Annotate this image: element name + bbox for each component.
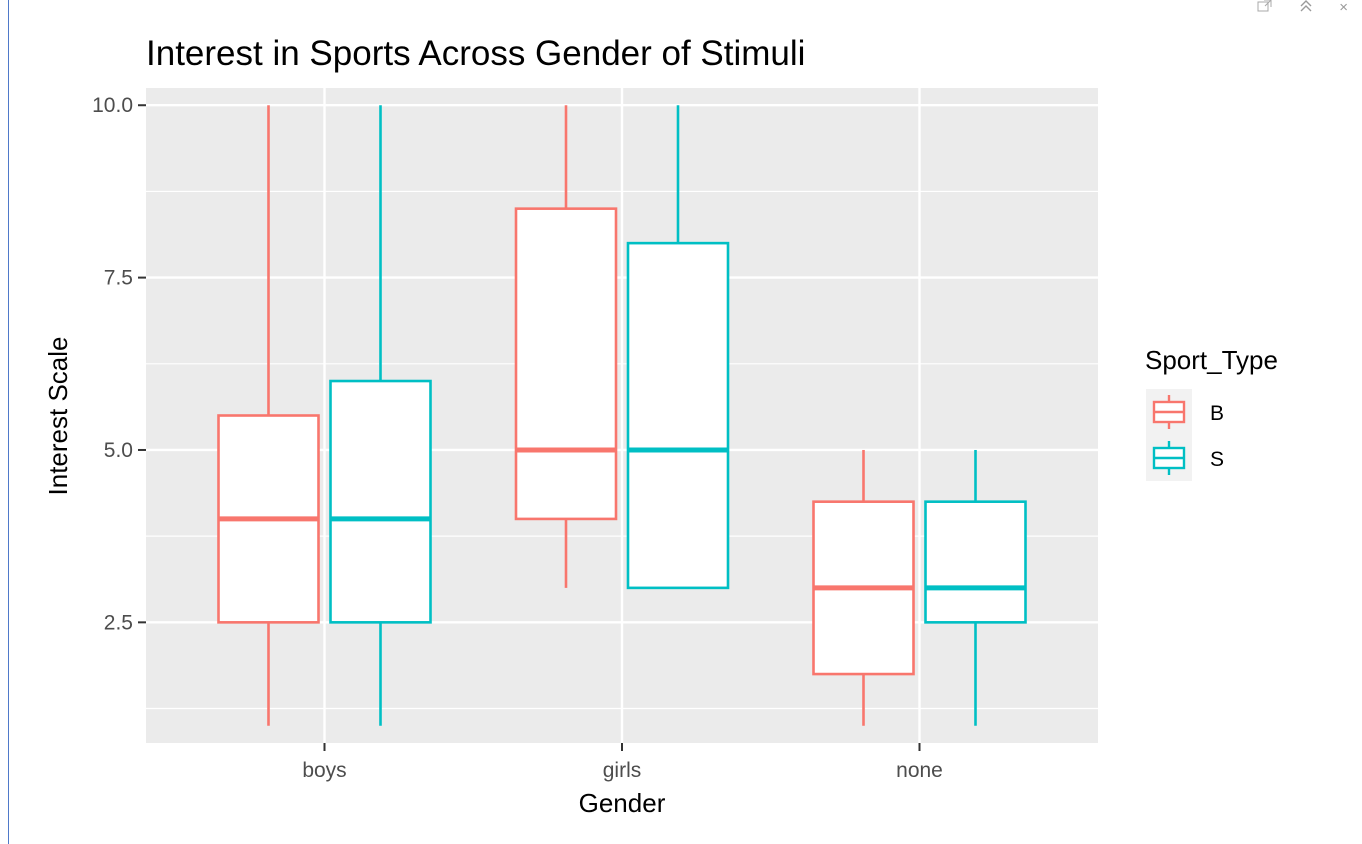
y-axis: 2.5 5.0 7.5 10.0	[92, 94, 146, 634]
y-tick-label: 10.0	[92, 94, 133, 117]
box-rect	[514, 207, 618, 521]
y-tick-label: 2.5	[104, 611, 133, 634]
popout-icon[interactable]	[1257, 0, 1273, 17]
legend-key-S	[1146, 435, 1192, 481]
x-tick-label: none	[896, 759, 943, 782]
box-rect	[329, 379, 432, 624]
chart-title: Interest in Sports Across Gender of Stim…	[146, 34, 805, 73]
x-tick-label: girls	[603, 759, 642, 782]
box-S-boys	[329, 105, 432, 726]
box-S-none	[924, 449, 1027, 726]
double-chevron-up-icon[interactable]	[1299, 0, 1313, 17]
y-tick-label: 5.0	[104, 439, 133, 462]
x-tick-label: boys	[302, 759, 346, 782]
box-B-girls	[514, 105, 618, 588]
box-B-none	[812, 449, 915, 726]
x-axis: boys girls none	[302, 743, 943, 782]
close-icon[interactable]: ×	[1339, 0, 1348, 16]
legend-title: Sport_Type	[1145, 345, 1278, 375]
window-controls: ×	[1257, 0, 1348, 16]
box-rect	[924, 500, 1027, 624]
legend: Sport_Type BS	[1145, 345, 1278, 481]
legend-label: B	[1210, 402, 1224, 425]
boxes	[217, 105, 1027, 726]
y-tick-label: 7.5	[104, 267, 133, 290]
legend-label: S	[1210, 448, 1224, 471]
legend-key-B	[1146, 389, 1192, 435]
box-B-boys	[217, 105, 320, 726]
y-axis-label: Interest Scale	[43, 337, 73, 496]
box-rect	[626, 241, 730, 590]
box-S-girls	[626, 105, 730, 590]
window-left-border	[8, 0, 9, 844]
x-axis-label: Gender	[579, 788, 666, 818]
